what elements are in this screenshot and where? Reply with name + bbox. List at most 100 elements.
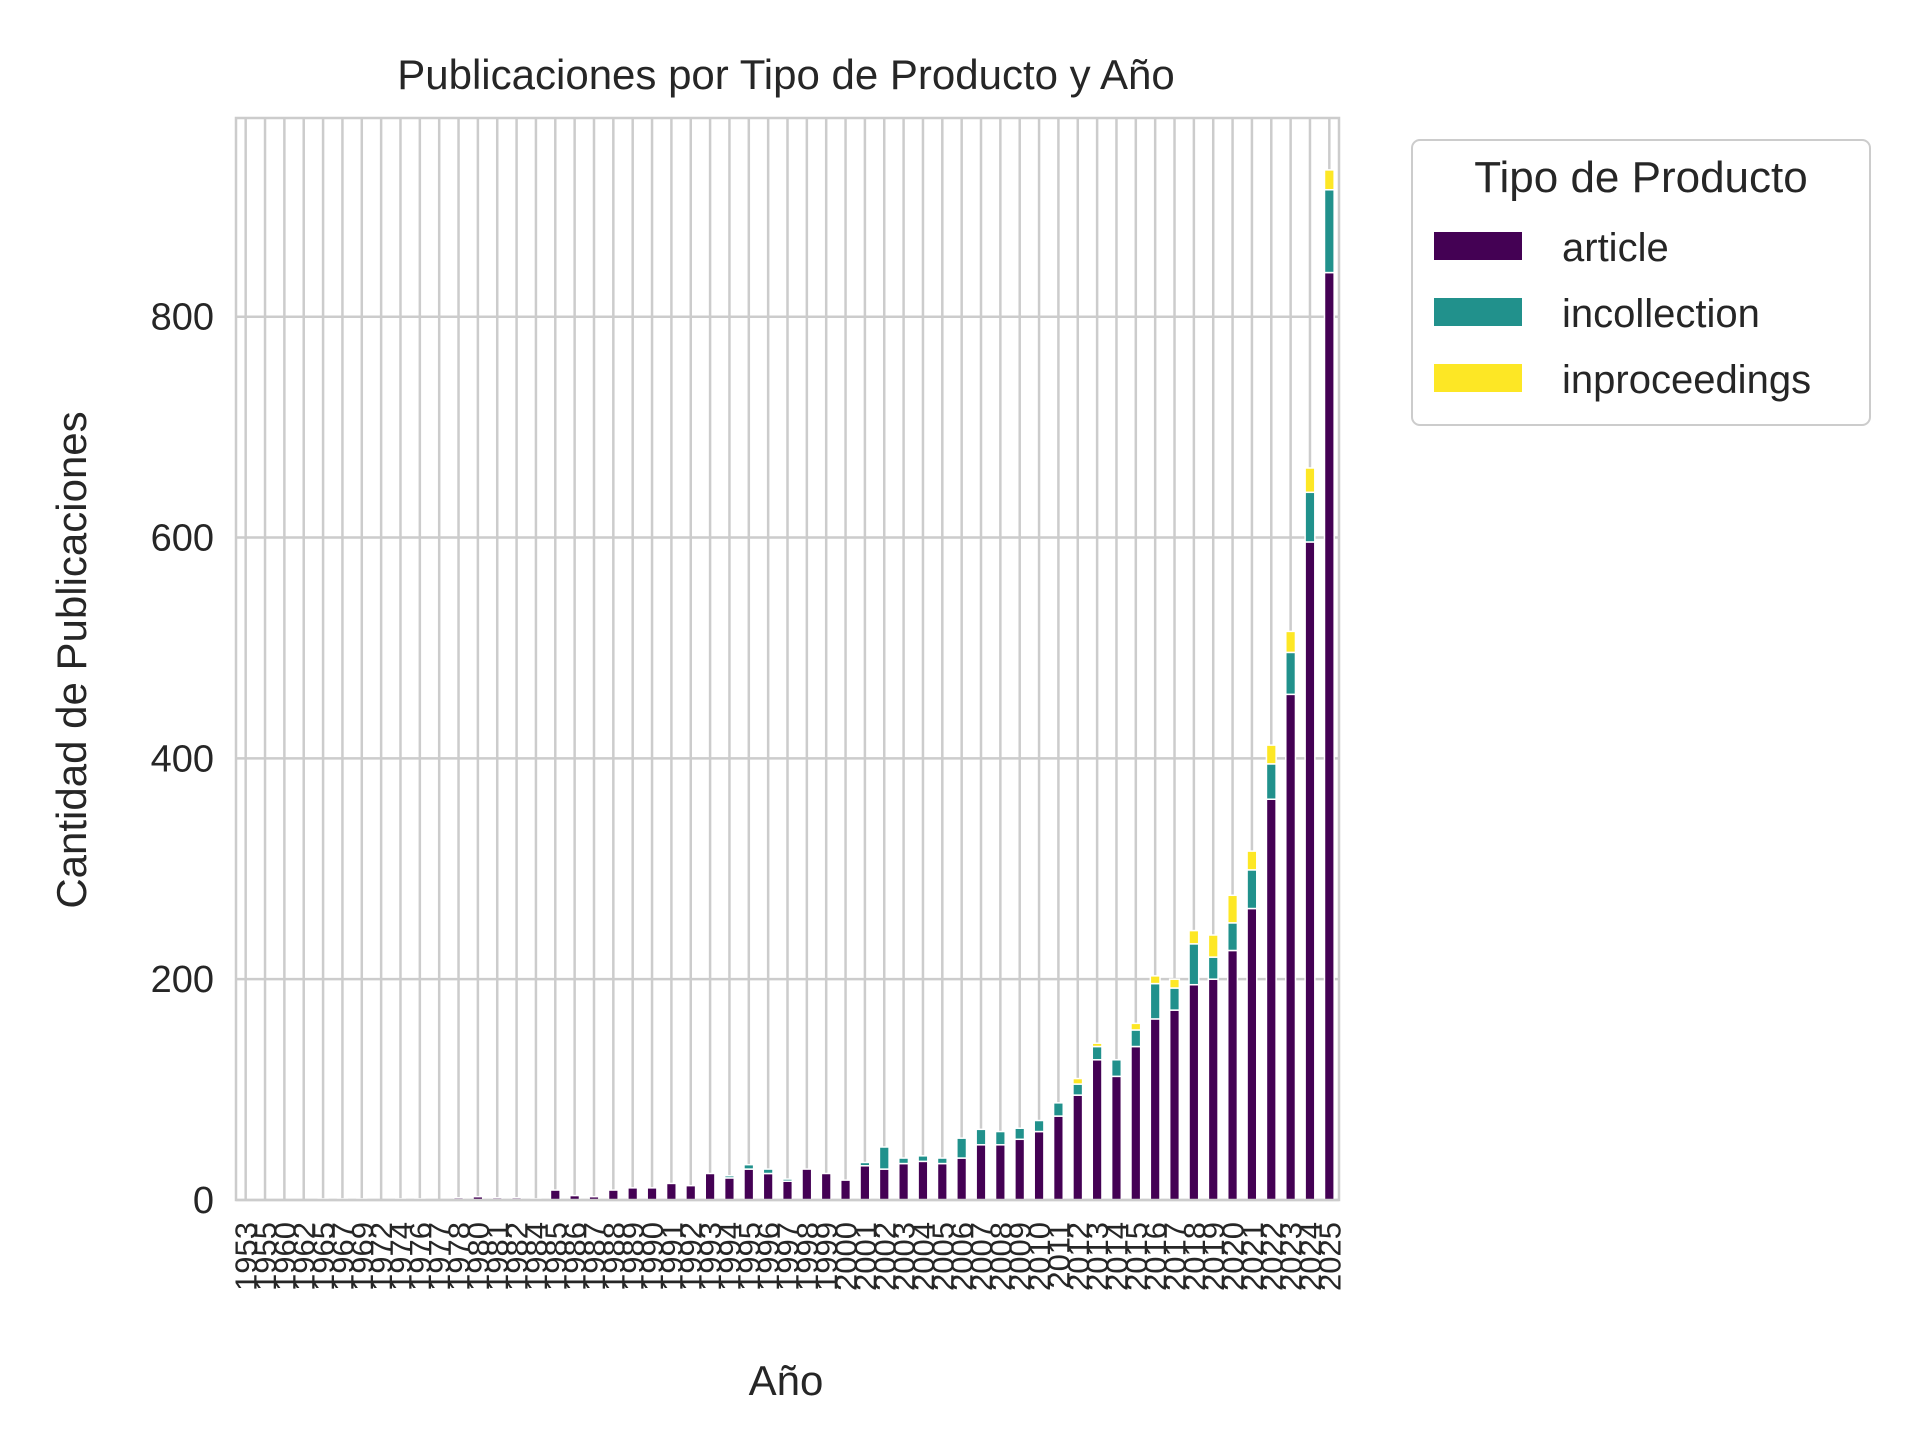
x-tick-label: 1962 — [287, 1222, 322, 1291]
bar-article-2009 — [1014, 1138, 1026, 1201]
bar-article-2006 — [956, 1157, 968, 1201]
bar-incollection-1997 — [781, 1178, 794, 1182]
bar-article-2013 — [1091, 1059, 1103, 1201]
bar-incollection-1994 — [723, 1174, 736, 1179]
bar-incollection-2011 — [1052, 1102, 1065, 1117]
bar-incollection-2005 — [936, 1157, 948, 1165]
bar-article-2012 — [1072, 1094, 1084, 1201]
x-tick-label: 2000 — [829, 1222, 864, 1291]
grid-lines — [236, 118, 1339, 1202]
bar-article-2001 — [859, 1165, 871, 1201]
x-tick-label: 2005 — [925, 1222, 960, 1291]
bar-incollection-2015 — [1130, 1029, 1142, 1048]
x-tick-label: 2003 — [887, 1222, 922, 1291]
x-tick-label: 2023 — [1274, 1222, 1309, 1291]
bar-article-2011 — [1052, 1115, 1065, 1201]
x-tick-label: 2012 — [1061, 1222, 1096, 1291]
x-tick-label: 2001 — [848, 1222, 883, 1291]
bar-inproceedings-2016 — [1149, 975, 1161, 985]
bar-article-1990 — [646, 1187, 658, 1201]
x-tick-labels: 1953195519601962196519671969197219741976… — [229, 1222, 1348, 1291]
x-axis-label: Año — [749, 1357, 824, 1404]
bar-incollection-2025 — [1323, 189, 1335, 274]
bar-incollection-2003 — [898, 1157, 910, 1165]
x-tick-label: 1969 — [345, 1222, 380, 1291]
x-tick-label: 2008 — [983, 1222, 1018, 1291]
x-tick-label: 1987 — [577, 1222, 612, 1291]
bar-incollection-2020 — [1226, 922, 1239, 952]
x-tick-label: 1995 — [732, 1222, 767, 1291]
bar-article-2000 — [839, 1179, 852, 1201]
x-tick-label: 1986 — [558, 1222, 593, 1291]
x-tick-label: 1972 — [364, 1222, 399, 1291]
y-tick-label: 400 — [151, 738, 214, 780]
bar-article-2023 — [1285, 693, 1297, 1201]
x-tick-label: 1953 — [229, 1222, 264, 1291]
x-tick-label: 1991 — [654, 1222, 689, 1291]
bar-article-2003 — [898, 1162, 910, 1201]
y-tick-label: 600 — [151, 518, 214, 560]
legend-box — [1411, 139, 1871, 426]
legend-title: Tipo de Producto — [1474, 153, 1807, 202]
bar-article-2019 — [1207, 978, 1219, 1201]
bar-inproceedings-2013 — [1091, 1042, 1103, 1048]
bar-article-1991 — [665, 1182, 677, 1201]
legend-label-inproceedings: inproceedings — [1562, 358, 1811, 402]
bar-article-1999 — [820, 1172, 832, 1201]
legend-label-incollection: incollection — [1562, 292, 1760, 336]
x-tick-label: 1976 — [403, 1222, 438, 1291]
x-tick-label: 1999 — [809, 1222, 844, 1291]
x-tick-label: 1981 — [480, 1222, 515, 1291]
bar-incollection-1996 — [762, 1168, 774, 1175]
x-tick-label: 2018 — [1177, 1222, 1212, 1291]
chart-title: Publicaciones por Tipo de Producto y Año — [397, 51, 1175, 98]
bar-incollection-2010 — [1033, 1119, 1045, 1133]
x-tick-label: 1985 — [538, 1222, 573, 1291]
x-tick-label: 1990 — [635, 1222, 670, 1291]
bar-article-2007 — [975, 1144, 987, 1201]
x-tick-label: 1982 — [500, 1222, 535, 1291]
bar-incollection-2001 — [859, 1161, 871, 1167]
bar-article-2002 — [878, 1168, 890, 1201]
bar-inproceedings-2023 — [1285, 630, 1297, 654]
bar-article-1997 — [781, 1180, 794, 1201]
x-tick-label: 1978 — [442, 1222, 477, 1291]
x-tick-label: 2010 — [1022, 1222, 1057, 1291]
x-tick-label: 1988 — [596, 1222, 631, 1291]
bar-article-1994 — [723, 1177, 736, 1201]
bar-article-2005 — [936, 1162, 948, 1201]
bar-incollection-2016 — [1149, 982, 1161, 1020]
x-tick-label: 2009 — [1003, 1222, 1038, 1291]
x-tick-label: 2015 — [1119, 1222, 1154, 1291]
bar-incollection-1995 — [743, 1163, 755, 1170]
x-tick-label: 2013 — [1080, 1222, 1115, 1291]
x-tick-label: 2025 — [1312, 1222, 1347, 1291]
x-tick-label: 1980 — [461, 1222, 496, 1291]
bar-article-2017 — [1168, 1009, 1181, 1201]
bar-article-2018 — [1188, 983, 1200, 1201]
bar-incollection-2006 — [956, 1137, 968, 1159]
bar-article-1989 — [627, 1187, 639, 1201]
bar-inproceedings-2022 — [1265, 744, 1277, 765]
bar-inproceedings-2020 — [1226, 894, 1239, 924]
x-tick-label: 2017 — [1158, 1222, 1193, 1291]
bar-article-2024 — [1304, 541, 1316, 1201]
legend-swatch-incollection — [1434, 298, 1522, 326]
bar-article-1988 — [607, 1189, 619, 1201]
bar-article-2016 — [1149, 1018, 1161, 1201]
x-tick-label: 1992 — [674, 1222, 709, 1291]
x-tick-label: 2021 — [1235, 1222, 1270, 1291]
y-tick-label: 0 — [193, 1180, 214, 1222]
x-tick-label: 2024 — [1293, 1222, 1328, 1291]
bar-incollection-2013 — [1091, 1045, 1103, 1061]
y-tick-label: 200 — [151, 959, 214, 1001]
bar-incollection-2022 — [1265, 763, 1277, 800]
bar-inproceedings-2015 — [1130, 1022, 1142, 1031]
bar-incollection-2017 — [1168, 987, 1181, 1011]
x-tick-label: 2002 — [867, 1222, 902, 1291]
x-tick-label: 1955 — [248, 1222, 283, 1291]
bar-incollection-2004 — [917, 1155, 929, 1163]
bar-article-1995 — [743, 1168, 755, 1201]
bar-article-2014 — [1110, 1075, 1123, 1201]
